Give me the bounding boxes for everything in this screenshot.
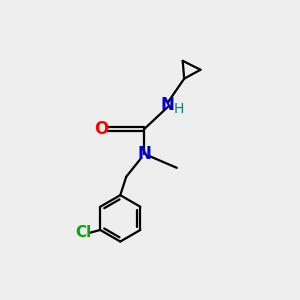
Text: H: H	[174, 102, 184, 116]
Text: N: N	[160, 96, 174, 114]
Text: N: N	[138, 146, 152, 164]
Text: O: O	[94, 120, 108, 138]
Text: Cl: Cl	[75, 225, 92, 240]
